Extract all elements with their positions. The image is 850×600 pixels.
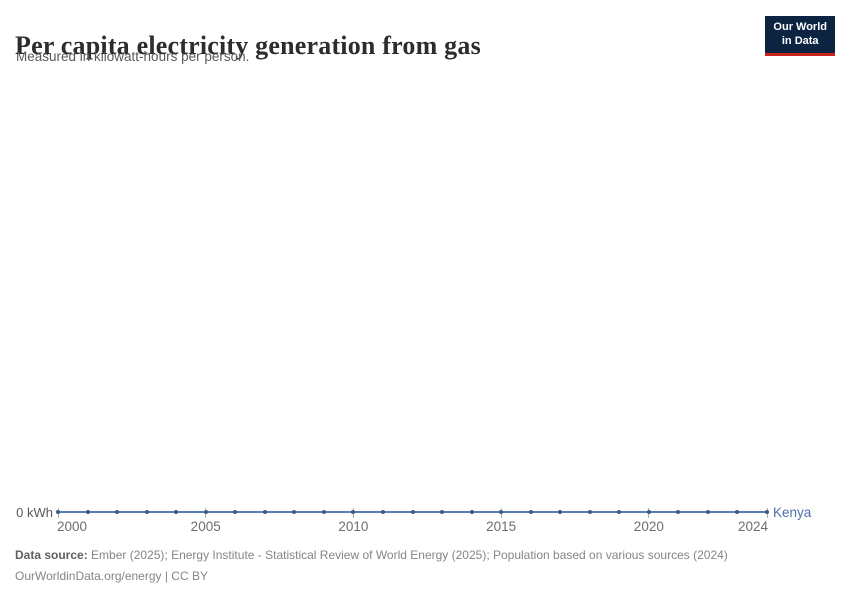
data-point-2014 [469, 510, 474, 514]
x-axis-label-2005: 2005 [190, 519, 221, 534]
data-point-2019 [617, 510, 622, 514]
data-point-2015 [499, 510, 504, 514]
data-point-2020 [646, 510, 651, 514]
owid-logo-line2: in Data [781, 34, 819, 47]
data-point-2009 [321, 510, 326, 514]
data-point-2011 [380, 510, 385, 514]
data-point-2022 [705, 510, 710, 514]
data-point-2010 [351, 510, 356, 514]
data-point-2018 [587, 510, 592, 514]
data-point-2001 [85, 510, 90, 514]
data-point-2007 [262, 510, 267, 514]
footer-link[interactable]: OurWorldinData.org/energy | CC BY [15, 569, 208, 583]
x-axis-label-2000: 2000 [57, 519, 88, 534]
chart-subtitle: Measured in kilowatt-hours per person. [16, 49, 250, 64]
data-point-2017 [558, 510, 563, 514]
data-point-2024 [765, 510, 769, 514]
data-point-2002 [115, 510, 120, 514]
data-point-2012 [410, 510, 415, 514]
data-point-2004 [174, 510, 179, 514]
data-point-2023 [735, 510, 740, 514]
y-axis-zero-label: 0 kWh [16, 505, 53, 520]
owid-logo[interactable]: Our World in Data [765, 16, 835, 56]
data-point-2008 [292, 510, 297, 514]
data-point-2000 [56, 510, 60, 514]
data-point-2003 [144, 510, 149, 514]
entity-label-kenya[interactable]: Kenya [773, 505, 812, 520]
x-axis-label-2015: 2015 [486, 519, 517, 534]
data-point-2006 [233, 510, 238, 514]
chart-title: Per capita electricity generation from g… [15, 31, 481, 61]
data-point-2021 [676, 510, 681, 514]
footer-data-source-text: Ember (2025); Energy Institute - Statist… [87, 548, 728, 562]
x-axis-label-2020: 2020 [633, 519, 664, 534]
data-point-2005 [203, 510, 208, 514]
owid-logo-line1: Our World [773, 21, 827, 33]
footer-data-source-label: Data source: [15, 548, 88, 562]
data-point-2013 [440, 510, 445, 514]
data-point-2016 [528, 510, 533, 514]
x-axis-label-2024: 2024 [737, 519, 768, 534]
footer-data-source: Data source: Ember (2025); Energy Instit… [15, 548, 815, 562]
x-axis-label-2010: 2010 [338, 519, 369, 534]
